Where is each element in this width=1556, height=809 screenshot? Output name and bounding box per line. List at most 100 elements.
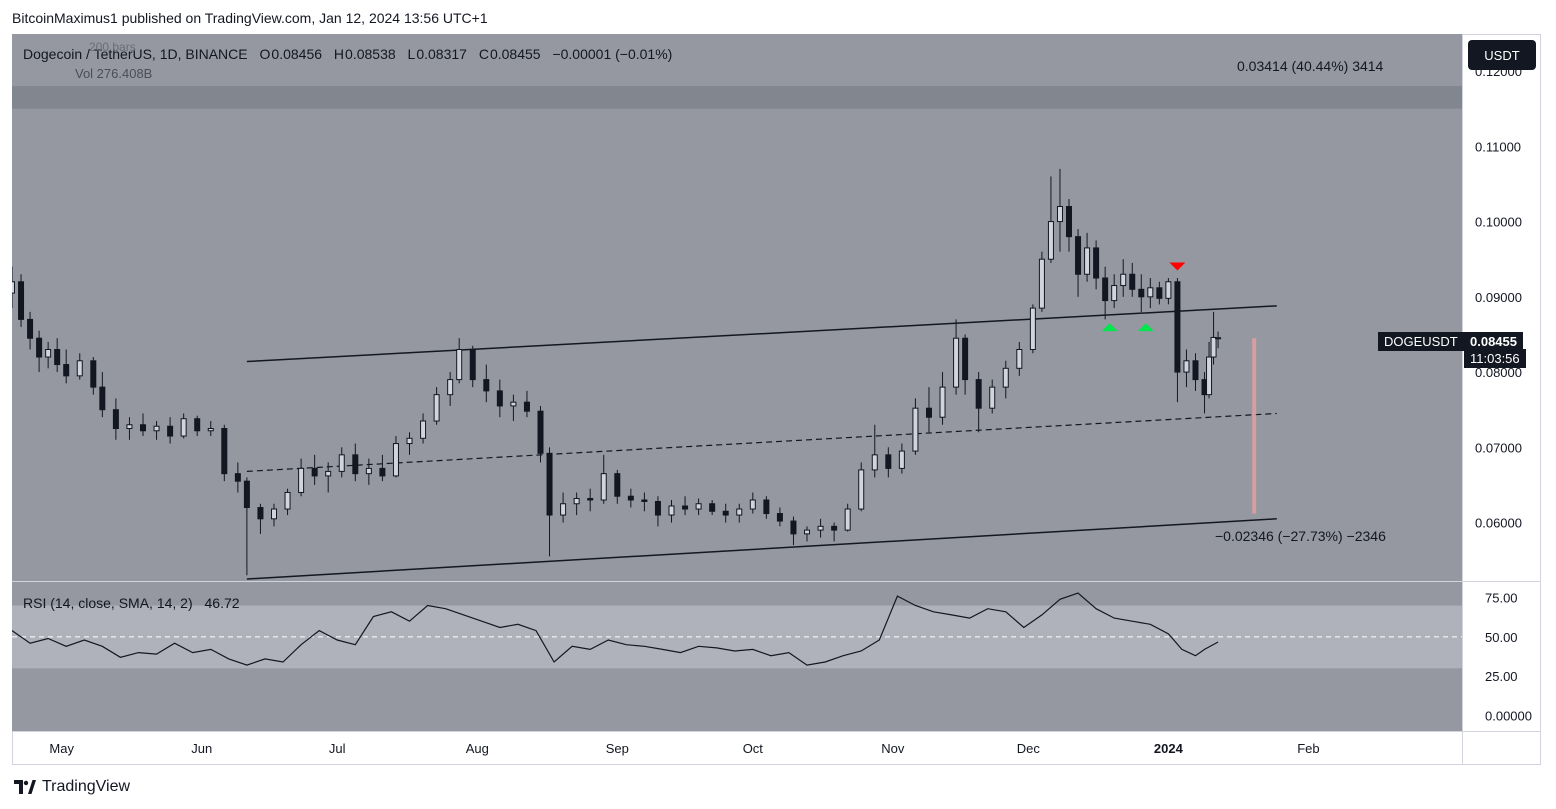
candle-body[interactable] [365,467,372,475]
candle-body[interactable] [858,469,865,510]
currency-button[interactable]: USDT [1468,40,1536,70]
candle-body[interactable] [898,450,905,469]
candle-body[interactable] [776,513,783,522]
candle-body[interactable] [36,337,43,358]
candle-body[interactable] [194,418,201,432]
candle-body[interactable] [1084,247,1091,275]
candle-body[interactable] [939,386,946,418]
candle-body[interactable] [1129,273,1136,290]
chart-canvas[interactable]: 0.120000.110000.100000.090000.080000.070… [12,34,1541,765]
candle-body[interactable] [257,507,264,520]
candle-body[interactable] [614,473,621,497]
channel-lower-line[interactable] [246,518,1277,580]
candle-body[interactable] [90,360,97,388]
candle-body[interactable] [338,454,345,472]
candle-body[interactable] [284,491,291,510]
candle-body[interactable] [469,348,476,381]
candle-body[interactable] [496,390,503,407]
candle-body[interactable] [1165,281,1172,299]
candle-body[interactable] [54,348,61,366]
candle-body[interactable] [523,401,530,412]
candle-body[interactable] [221,428,228,475]
candle-body[interactable] [1102,277,1109,302]
candle-body[interactable] [925,407,932,418]
candle-body[interactable] [1093,247,1100,279]
candle-body[interactable] [546,452,553,516]
candle-body[interactable] [962,337,969,381]
candle-body[interactable] [12,281,15,294]
candle-body[interactable] [1075,236,1082,275]
candle-body[interactable] [912,407,919,452]
candle-body[interactable] [1156,287,1163,299]
candle-body[interactable] [1206,356,1213,396]
candle-body[interactable] [1111,285,1118,302]
candle-body[interactable] [790,520,797,535]
range-measure-bar[interactable] [1252,338,1257,514]
candle-body[interactable] [763,499,770,515]
candle-body[interactable] [953,337,960,388]
candle-body[interactable] [27,318,34,339]
candle-body[interactable] [1056,206,1063,223]
candle-body[interactable] [433,394,440,422]
candle-body[interactable] [1120,273,1127,287]
candle-body[interactable] [975,379,982,409]
candle-body[interactable] [641,499,648,502]
candle-body[interactable] [1183,360,1190,373]
candle-body[interactable] [45,348,52,358]
candle-body[interactable] [668,505,675,516]
candle-body[interactable] [682,505,689,510]
candle-body[interactable] [63,364,70,377]
candle-body[interactable] [76,360,83,377]
candle-body[interactable] [180,418,187,437]
candle-body[interactable] [234,473,241,482]
candle-body[interactable] [885,454,892,469]
candle-body[interactable] [749,499,756,510]
candle-body[interactable] [270,508,277,520]
candle-body[interactable] [1047,221,1054,260]
candle-body[interactable] [695,503,702,510]
candle-body[interactable] [406,437,413,445]
candle-body[interactable] [844,508,851,531]
candle-body[interactable] [1029,307,1036,350]
candle-body[interactable] [311,467,318,477]
rsi-line[interactable] [12,592,1219,666]
candle-body[interactable] [1174,281,1181,373]
candle-body[interactable] [1210,336,1217,358]
candle-body[interactable] [1192,360,1199,381]
candle-body[interactable] [804,529,811,535]
candle-body[interactable] [207,428,214,432]
candle-body[interactable] [1138,288,1145,298]
candle-body[interactable] [817,525,824,531]
candle-body[interactable] [1038,258,1045,309]
candle-body[interactable] [1215,337,1222,340]
candle-body[interactable] [709,503,716,512]
candle-body[interactable] [1002,367,1009,388]
candle-body[interactable] [587,497,594,501]
candle-body[interactable] [112,409,119,430]
candle-body[interactable] [298,467,305,493]
candle-body[interactable] [831,525,838,531]
candle-body[interactable] [483,379,490,392]
candle-body[interactable] [243,480,250,509]
candle-body[interactable] [722,510,729,516]
footer-brand[interactable]: TradingView [14,778,130,796]
candle-body[interactable] [654,500,661,516]
candle-body[interactable] [537,410,544,454]
symbol-title[interactable]: Dogecoin / TetherUS, 1D, BINANCE [23,46,248,62]
candle-body[interactable] [989,386,996,409]
channel-middle-line[interactable] [246,412,1277,472]
candle-body[interactable] [1147,287,1154,298]
candle-body[interactable] [139,424,146,432]
candle-body[interactable] [392,443,399,477]
candle-body[interactable] [99,386,106,411]
candle-body[interactable] [167,425,174,437]
candle-body[interactable] [447,379,454,396]
candle-body[interactable] [352,454,359,475]
candle-body[interactable] [600,473,607,501]
candle-body[interactable] [871,454,878,471]
rsi-label[interactable]: RSI (14, close, SMA, 14, 2) [23,595,193,611]
candle-body[interactable] [420,420,427,439]
candle-body[interactable] [573,497,580,505]
candle-body[interactable] [510,401,517,407]
candle-body[interactable] [1066,206,1073,238]
